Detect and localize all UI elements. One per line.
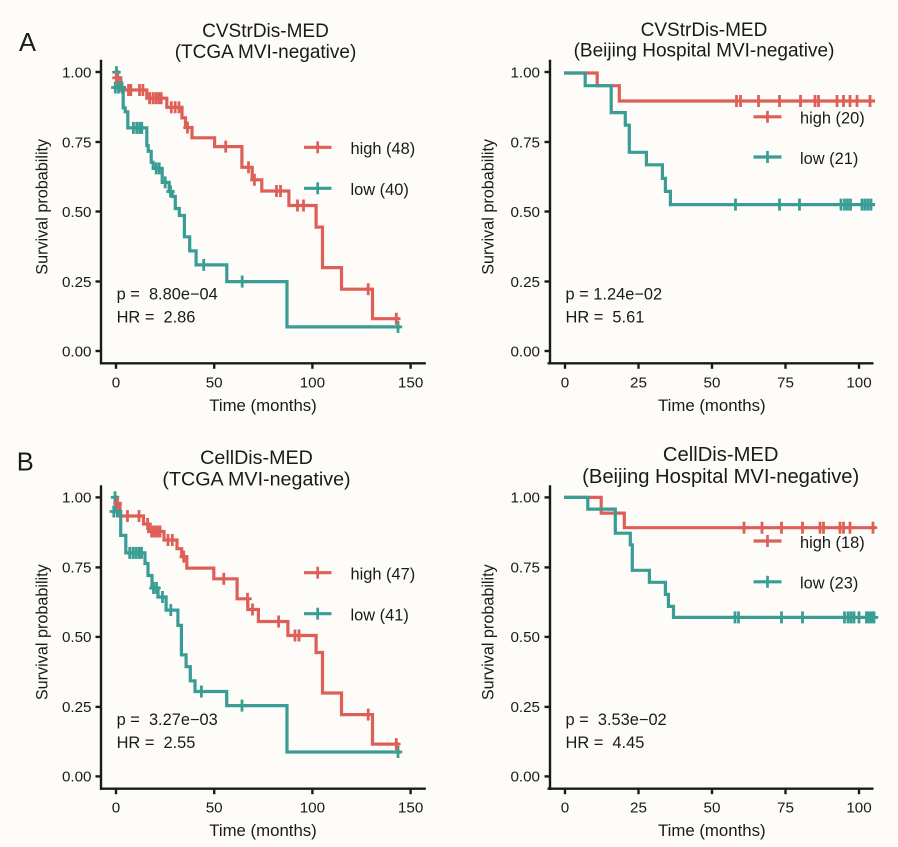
svg-text:0: 0 (561, 374, 569, 391)
svg-text:0.25: 0.25 (510, 699, 540, 716)
svg-text:25: 25 (630, 800, 647, 817)
svg-text:0.00: 0.00 (510, 769, 540, 786)
svg-text:0.50: 0.50 (62, 629, 92, 646)
svg-text:0.75: 0.75 (510, 560, 540, 577)
svg-text:p = 8.80e−04: p = 8.80e−04 (117, 285, 218, 303)
svg-text:low (41): low (41) (351, 607, 409, 625)
svg-text:0.00: 0.00 (62, 343, 92, 360)
svg-text:0.50: 0.50 (510, 204, 540, 221)
svg-text:p = 1.24e−02: p = 1.24e−02 (566, 285, 663, 303)
svg-text:50: 50 (704, 374, 721, 391)
svg-text:A: A (19, 29, 36, 57)
svg-text:Time (months): Time (months) (209, 396, 317, 415)
svg-text:50: 50 (206, 374, 223, 391)
svg-text:CVStrDis-MED: CVStrDis-MED (641, 20, 768, 41)
svg-text:high (18): high (18) (800, 534, 865, 552)
svg-text:B: B (17, 449, 34, 477)
svg-text:0.50: 0.50 (62, 204, 92, 221)
svg-text:low (40): low (40) (351, 181, 409, 199)
svg-text:0.25: 0.25 (510, 274, 540, 291)
svg-text:1.00: 1.00 (510, 64, 540, 81)
svg-text:low (23): low (23) (800, 575, 858, 593)
svg-text:HR = 2.55: HR = 2.55 (117, 734, 196, 752)
svg-text:(Beijing Hospital MVI-negative: (Beijing Hospital MVI-negative) (582, 466, 859, 488)
svg-text:p = 3.53e−02: p = 3.53e−02 (566, 711, 667, 729)
svg-text:100: 100 (300, 374, 325, 391)
svg-text:p = 3.27e−03: p = 3.27e−03 (117, 711, 218, 729)
svg-text:0.00: 0.00 (62, 769, 92, 786)
svg-text:1.00: 1.00 (62, 490, 92, 507)
svg-text:0.75: 0.75 (62, 134, 92, 151)
svg-text:(TCGA MVI-negative): (TCGA MVI-negative) (162, 469, 350, 491)
svg-text:100: 100 (846, 800, 871, 817)
svg-text:Survival probability: Survival probability (480, 138, 498, 275)
svg-text:1.00: 1.00 (510, 490, 540, 507)
svg-text:CellDis-MED: CellDis-MED (200, 447, 313, 469)
svg-text:0.75: 0.75 (62, 560, 92, 577)
svg-text:(Beijing Hospital MVI-negative: (Beijing Hospital MVI-negative) (574, 40, 835, 61)
svg-text:50: 50 (206, 800, 223, 817)
svg-text:150: 150 (398, 800, 423, 817)
svg-text:100: 100 (846, 374, 871, 391)
svg-text:0.00: 0.00 (510, 343, 540, 360)
svg-text:high (48): high (48) (351, 140, 416, 158)
svg-text:0: 0 (112, 800, 120, 817)
svg-text:CVStrDis-MED: CVStrDis-MED (202, 21, 329, 42)
svg-text:0.50: 0.50 (510, 629, 540, 646)
svg-text:Time (months): Time (months) (209, 821, 317, 840)
svg-text:0: 0 (561, 800, 569, 817)
svg-text:high (20): high (20) (800, 110, 865, 128)
svg-text:(TCGA MVI-negative): (TCGA MVI-negative) (175, 42, 357, 63)
svg-text:HR = 5.61: HR = 5.61 (566, 308, 645, 326)
svg-text:0: 0 (112, 374, 120, 391)
svg-text:Survival probability: Survival probability (34, 138, 52, 275)
svg-text:1.00: 1.00 (62, 64, 92, 81)
svg-text:25: 25 (630, 374, 647, 391)
svg-text:Survival probability: Survival probability (34, 563, 52, 700)
svg-text:HR = 4.45: HR = 4.45 (566, 734, 645, 752)
svg-text:Time (months): Time (months) (658, 821, 766, 840)
svg-text:0.75: 0.75 (510, 134, 540, 151)
svg-text:150: 150 (398, 374, 423, 391)
svg-text:75: 75 (777, 374, 794, 391)
svg-text:0.25: 0.25 (62, 274, 92, 291)
svg-text:high (47): high (47) (351, 566, 416, 584)
svg-text:low (21): low (21) (800, 150, 858, 168)
svg-text:75: 75 (777, 800, 794, 817)
svg-text:100: 100 (300, 800, 325, 817)
svg-text:Time (months): Time (months) (658, 396, 766, 415)
svg-text:50: 50 (704, 800, 721, 817)
svg-text:CellDis-MED: CellDis-MED (663, 444, 779, 466)
svg-text:0.25: 0.25 (62, 699, 92, 716)
svg-text:HR = 2.86: HR = 2.86 (117, 308, 196, 326)
svg-text:Survival probability: Survival probability (480, 563, 498, 700)
